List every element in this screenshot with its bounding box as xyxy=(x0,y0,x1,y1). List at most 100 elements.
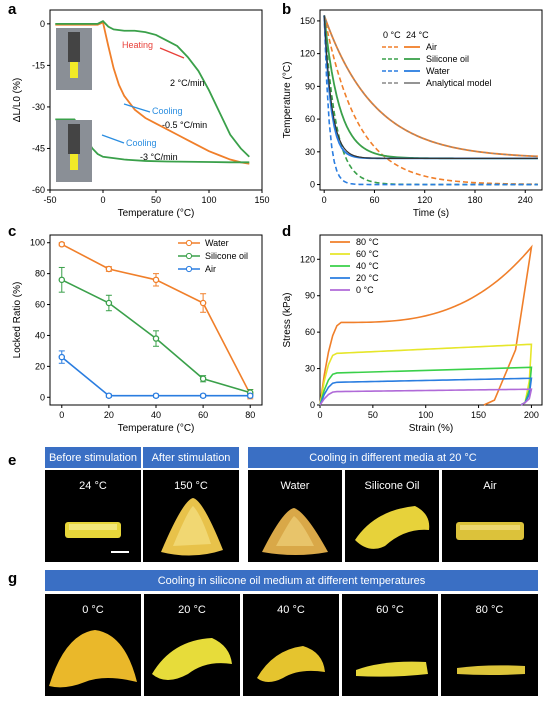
panel-letter: a xyxy=(8,1,17,18)
y-tick-label: 100 xyxy=(30,238,45,248)
x-tick-label: 200 xyxy=(524,410,539,420)
data-point xyxy=(246,392,254,399)
series-air-0 xyxy=(323,15,538,186)
data-point xyxy=(152,276,160,284)
data-point xyxy=(105,299,113,307)
legend-marker xyxy=(185,239,193,247)
photo-air: Air xyxy=(442,470,538,562)
photo-silicone-oil: Silicone Oil xyxy=(345,470,439,562)
y-tick-label: 0 xyxy=(310,400,315,410)
sample-dome-image xyxy=(161,498,223,556)
legend-label: 20 °C xyxy=(356,273,379,283)
x-axis-label: Temperature (°C) xyxy=(118,423,195,434)
data-point xyxy=(199,392,207,399)
photo-label: 40 °C xyxy=(277,604,305,616)
clamp-shape xyxy=(68,124,80,154)
panel-letter: b xyxy=(282,1,291,18)
y-axis-label: ΔL/L0 (%) xyxy=(12,78,23,122)
legend-label: 60 °C xyxy=(356,249,379,259)
legend-label: Silicone oil xyxy=(426,54,469,64)
y-tick-label: 0 xyxy=(40,19,45,29)
x-tick-label: 60 xyxy=(369,195,379,205)
x-tick-label: 20 xyxy=(104,410,114,420)
series-line-0 xyxy=(319,244,533,406)
photo-0c: 0 °C xyxy=(45,594,141,696)
photo-water: Water xyxy=(248,470,342,562)
legend-header: 0 °C xyxy=(383,30,401,40)
clamp-shape xyxy=(68,32,80,62)
banner-cooling-temperatures: Cooling in silicone oil medium at differ… xyxy=(45,570,538,591)
photo-40c: 40 °C xyxy=(243,594,339,696)
y-tick-label: 120 xyxy=(300,49,315,59)
photo-after-150c: 150 °C xyxy=(143,470,239,562)
y-tick-label: 90 xyxy=(305,81,315,91)
series-line-1 xyxy=(319,343,533,406)
x-axis-label: Strain (%) xyxy=(409,423,453,434)
series-water-0 xyxy=(323,15,538,186)
annotation-arrow xyxy=(101,134,125,144)
photo-label: Air xyxy=(483,480,497,492)
annotation-rate: -0.5 °C/min xyxy=(162,120,207,130)
y-tick-label: -15 xyxy=(32,60,45,70)
series-line-Air xyxy=(61,356,251,397)
legend-label: 0 °C xyxy=(356,285,374,295)
annotation-cooling: Cooling xyxy=(126,138,157,148)
annotation-arrow xyxy=(123,103,151,113)
photo-60c: 60 °C xyxy=(342,594,438,696)
x-tick-label: 50 xyxy=(368,410,378,420)
x-tick-label: 100 xyxy=(418,410,433,420)
inset-photo-1 xyxy=(56,120,92,182)
x-tick-label: 240 xyxy=(518,195,533,205)
legend-label: 80 °C xyxy=(356,237,379,247)
photo-label: Water xyxy=(280,480,310,492)
photo-label: 24 °C xyxy=(79,480,107,492)
inset-photo-0 xyxy=(56,28,92,90)
x-tick-label: 50 xyxy=(151,195,161,205)
charts-canvas: -50 0 50 100 150 0 -15 -30 -45 -60 Temperature (°C… xyxy=(8,1,543,434)
x-tick-label: 60 xyxy=(198,410,208,420)
chart-b: 0 60 120 180 240 0 30 60 90 120 150 Time (s) Tempera… xyxy=(282,1,543,219)
legend-label: Analytical model xyxy=(426,78,492,88)
panel-letter-g: g xyxy=(8,570,18,587)
series-line-3 xyxy=(319,377,533,406)
x-tick-label: 0 xyxy=(317,410,322,420)
data-point xyxy=(105,265,113,273)
y-tick-label: -45 xyxy=(32,143,45,153)
y-tick-label: 90 xyxy=(305,291,315,301)
sample-0c-image xyxy=(49,630,137,688)
sample-80c-image xyxy=(457,665,525,675)
banner-before-stimulation: Before stimulation xyxy=(45,447,141,468)
legend-marker xyxy=(185,252,193,260)
y-tick-label: 150 xyxy=(300,16,315,26)
sample-60c-image xyxy=(356,661,428,677)
sample-40c-image xyxy=(257,646,325,682)
plot-frame xyxy=(319,9,543,191)
y-tick-label: 20 xyxy=(35,361,45,371)
annotation-rate: -3 °C/min xyxy=(140,152,178,162)
data-point xyxy=(58,353,66,361)
sample-air-image xyxy=(456,522,524,540)
photo-label: 80 °C xyxy=(475,604,504,616)
series-line-4 xyxy=(319,388,533,406)
data-point xyxy=(105,392,113,399)
photo-label: 150 °C xyxy=(174,480,208,492)
y-tick-label: 30 xyxy=(305,147,315,157)
y-tick-label: 60 xyxy=(35,300,45,310)
y-tick-label: 30 xyxy=(305,364,315,374)
photo-label: 0 °C xyxy=(82,604,104,616)
annotation-cooling: Cooling xyxy=(152,106,183,116)
y-tick-label: 60 xyxy=(305,327,315,337)
series-line-2 xyxy=(319,366,533,406)
y-axis-label: Temperature (°C) xyxy=(282,62,293,139)
sample-shape xyxy=(70,154,78,170)
sample-20c-image xyxy=(152,638,232,680)
annotation-rate: 2 °C/min xyxy=(170,78,205,88)
model-water-24 xyxy=(323,15,538,159)
legend-label: Water xyxy=(426,66,450,76)
panel-letter-e: e xyxy=(8,452,17,469)
x-tick-label: 0 xyxy=(100,195,105,205)
x-tick-label: 100 xyxy=(201,195,216,205)
legend-label: Water xyxy=(205,238,229,248)
legend-header: 24 °C xyxy=(406,30,429,40)
y-tick-label: 80 xyxy=(35,269,45,279)
